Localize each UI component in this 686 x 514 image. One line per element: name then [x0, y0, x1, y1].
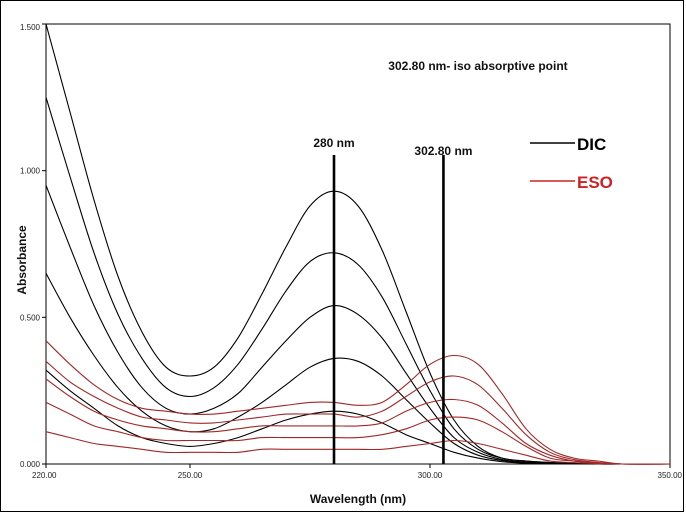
eso-curve-5	[45, 431, 670, 465]
dic-curve-2	[45, 97, 670, 465]
dic-curve-3	[45, 185, 670, 465]
marker-label-1: 280 nm	[313, 136, 354, 150]
plot-area-border	[45, 23, 671, 465]
dic-curve-1	[45, 23, 670, 465]
y-axis-title: Absorbance	[15, 225, 29, 295]
y-tick-label: 1.500	[20, 23, 41, 32]
y-tick-label: 0.500	[20, 313, 41, 322]
legend-label-eso: ESO	[577, 173, 613, 192]
marker-label-2: 302.80 nm	[414, 144, 472, 158]
axis-ticks: 220.00 250.00 300.00 350.00 0.000 0.500 1.000 1…	[20, 23, 683, 480]
isoabsorptive-annotation: 302.80 nm- iso absorptive point	[388, 59, 567, 73]
legend-label-dic: DIC	[577, 135, 606, 154]
x-tick-label: 300.00	[418, 471, 443, 480]
eso-curve-3	[45, 378, 671, 465]
y-tick-label: 1.000	[20, 167, 41, 176]
x-tick-label: 250.00	[178, 471, 203, 480]
eso-curve-1	[45, 340, 671, 465]
x-tick-label: 220.00	[32, 471, 57, 480]
eso-curve-4	[45, 401, 671, 465]
spectrum-curves	[45, 23, 671, 465]
eso-curve-2	[45, 360, 671, 465]
legend: DIC ESO	[530, 135, 613, 192]
x-tick-label: 350.00	[658, 471, 683, 480]
y-tick-label: 0.000	[20, 460, 41, 469]
dic-curve-4	[45, 273, 670, 465]
wavelength-markers: 280 nm 302.80 nm	[313, 136, 472, 464]
x-axis-title: Wavelength (nm)	[310, 492, 406, 506]
